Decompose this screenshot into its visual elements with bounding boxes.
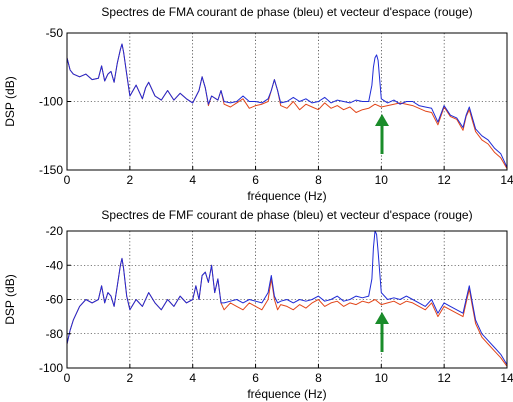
chart-title: Spectres de FMF courant de phase (bleu) …: [101, 208, 472, 222]
x-ticks: 0 2 4 6 8 10 12 14: [64, 364, 513, 385]
arrow-marker: [375, 312, 389, 352]
x-tick-label: 4: [189, 371, 196, 385]
x-tick-label: 0: [64, 173, 71, 187]
x-tick-label: 14: [500, 173, 513, 187]
y-axis-label: DSP (dB): [3, 274, 17, 324]
x-ticks: 0 2 4 6 8 10 12 14: [64, 166, 513, 187]
arrow-marker: [375, 114, 389, 154]
y-axis-label: DSP (dB): [3, 76, 17, 126]
y-tick-label: -150: [39, 163, 63, 177]
series-line: [66, 230, 508, 365]
chart-fmf: Spectres de FMF courant de phase (bleu) …: [3, 208, 513, 401]
x-tick-label: 2: [127, 371, 134, 385]
arrow-head: [375, 114, 389, 126]
x-tick-label: 12: [437, 371, 451, 385]
chart-title: Spectres de FMA courant de phase (bleu) …: [101, 5, 472, 19]
x-tick-label: 10: [375, 371, 389, 385]
series-line: [66, 43, 508, 168]
x-tick-label: 8: [315, 173, 322, 187]
chart-fma: Spectres de FMA courant de phase (bleu) …: [3, 5, 513, 203]
chart-series: [66, 43, 508, 169]
x-tick-label: 0: [64, 371, 71, 385]
series-line: [66, 43, 508, 169]
y-tick-label: -100: [39, 361, 63, 375]
y-ticks: -20 -40 -60 -80 -100: [39, 224, 71, 375]
x-tick-label: 10: [375, 173, 389, 187]
y-tick-label: -100: [39, 95, 63, 109]
x-tick-label: 4: [189, 173, 196, 187]
y-tick-label: -40: [46, 258, 64, 272]
chart-series: [66, 230, 508, 367]
x-tick-label: 6: [252, 173, 259, 187]
arrow-head: [375, 312, 389, 324]
x-tick-label: 8: [315, 371, 322, 385]
x-axis-label: fréquence (Hz): [247, 189, 326, 203]
x-tick-label: 6: [252, 371, 259, 385]
y-tick-label: -80: [46, 327, 64, 341]
y-tick-label: -50: [46, 26, 64, 40]
y-ticks: -50 -100 -150: [39, 26, 71, 177]
series-line: [66, 257, 508, 367]
y-tick-label: -20: [46, 224, 64, 238]
x-tick-label: 14: [500, 371, 513, 385]
x-axis-label: fréquence (Hz): [247, 387, 326, 401]
x-tick-label: 12: [437, 173, 451, 187]
y-tick-label: -60: [46, 293, 64, 307]
x-tick-label: 2: [127, 173, 134, 187]
